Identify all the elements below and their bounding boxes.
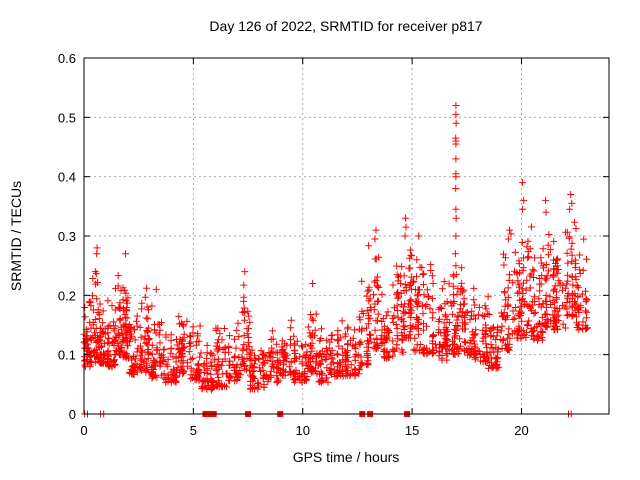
tick-labels-layer: 0 5 10 15 20 0 0.1 0.2 0.3 0.4 0.5 0.6 <box>58 51 529 438</box>
x-tick-label: 20 <box>514 423 528 438</box>
y-tick-label: 0.2 <box>58 288 76 303</box>
scatter-points <box>80 102 591 418</box>
x-tick-label: 10 <box>296 423 310 438</box>
y-tick-label: 0.3 <box>58 229 76 244</box>
x-axis-label: GPS time / hours <box>293 449 400 465</box>
x-tick-label: 15 <box>405 423 419 438</box>
x-tick-label: 5 <box>190 423 197 438</box>
chart-title: Day 126 of 2022, SRMTID for receiver p81… <box>209 18 482 34</box>
y-tick-label: 0.4 <box>58 170 76 185</box>
y-tick-label: 0.1 <box>58 348 76 363</box>
x-tick-label: 0 <box>80 423 87 438</box>
y-tick-label: 0.5 <box>58 110 76 125</box>
points-layer <box>80 102 591 418</box>
ticks-layer <box>83 57 609 415</box>
y-axis-label: SRMTID / TECUs <box>8 181 24 291</box>
y-tick-label: 0.6 <box>58 51 76 66</box>
y-tick-label: 0 <box>69 407 76 422</box>
